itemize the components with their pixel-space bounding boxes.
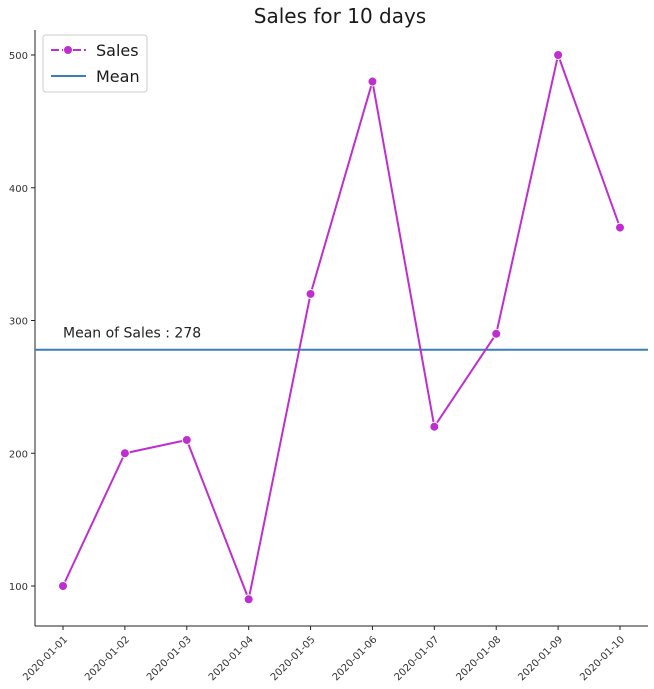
legend-sales-label: Sales [96, 41, 139, 60]
legend-mean-label: Mean [96, 67, 140, 86]
x-tick-label: 2020-01-06 [331, 634, 380, 683]
sales-point [58, 581, 68, 591]
y-tick-label: 100 [9, 582, 28, 593]
sales-point [553, 50, 564, 60]
sales-point [367, 76, 378, 87]
x-tick-label: 2020-01-09 [516, 634, 565, 683]
sales-point [181, 434, 192, 445]
legend-sales-marker [63, 45, 73, 55]
y-tick-label: 300 [9, 317, 28, 328]
x-tick-label: 2020-01-07 [393, 634, 442, 683]
sales-point [491, 328, 502, 339]
sales-point [429, 421, 440, 432]
chart-title: Sales for 10 days [254, 4, 426, 28]
x-tick-label: 2020-01-10 [578, 634, 627, 683]
x-tick-label: 2020-01-02 [83, 634, 132, 683]
x-tick-label: 2020-01-08 [454, 634, 503, 683]
mean-annotation: Mean of Sales : 278 [63, 326, 201, 342]
y-tick-label: 400 [9, 184, 28, 195]
sales-point [305, 288, 316, 299]
sales-line [62, 54, 621, 601]
x-tick-label: 2020-01-05 [269, 634, 318, 683]
x-tick-label: 2020-01-03 [145, 634, 194, 683]
sales-point [243, 594, 254, 605]
series-group [58, 50, 625, 605]
x-tick-label: 2020-01-01 [21, 634, 70, 683]
legend: Sales Mean [42, 34, 148, 93]
y-tick-label: 200 [9, 449, 28, 460]
y-tick-label: 500 [9, 51, 28, 62]
axes: 100 200 300 400 500 2020-01-01 2020-01-02 2020-… [9, 30, 648, 683]
sales-point [119, 448, 130, 459]
x-tick-label: 2020-01-04 [207, 634, 256, 683]
sales-point [615, 222, 625, 233]
